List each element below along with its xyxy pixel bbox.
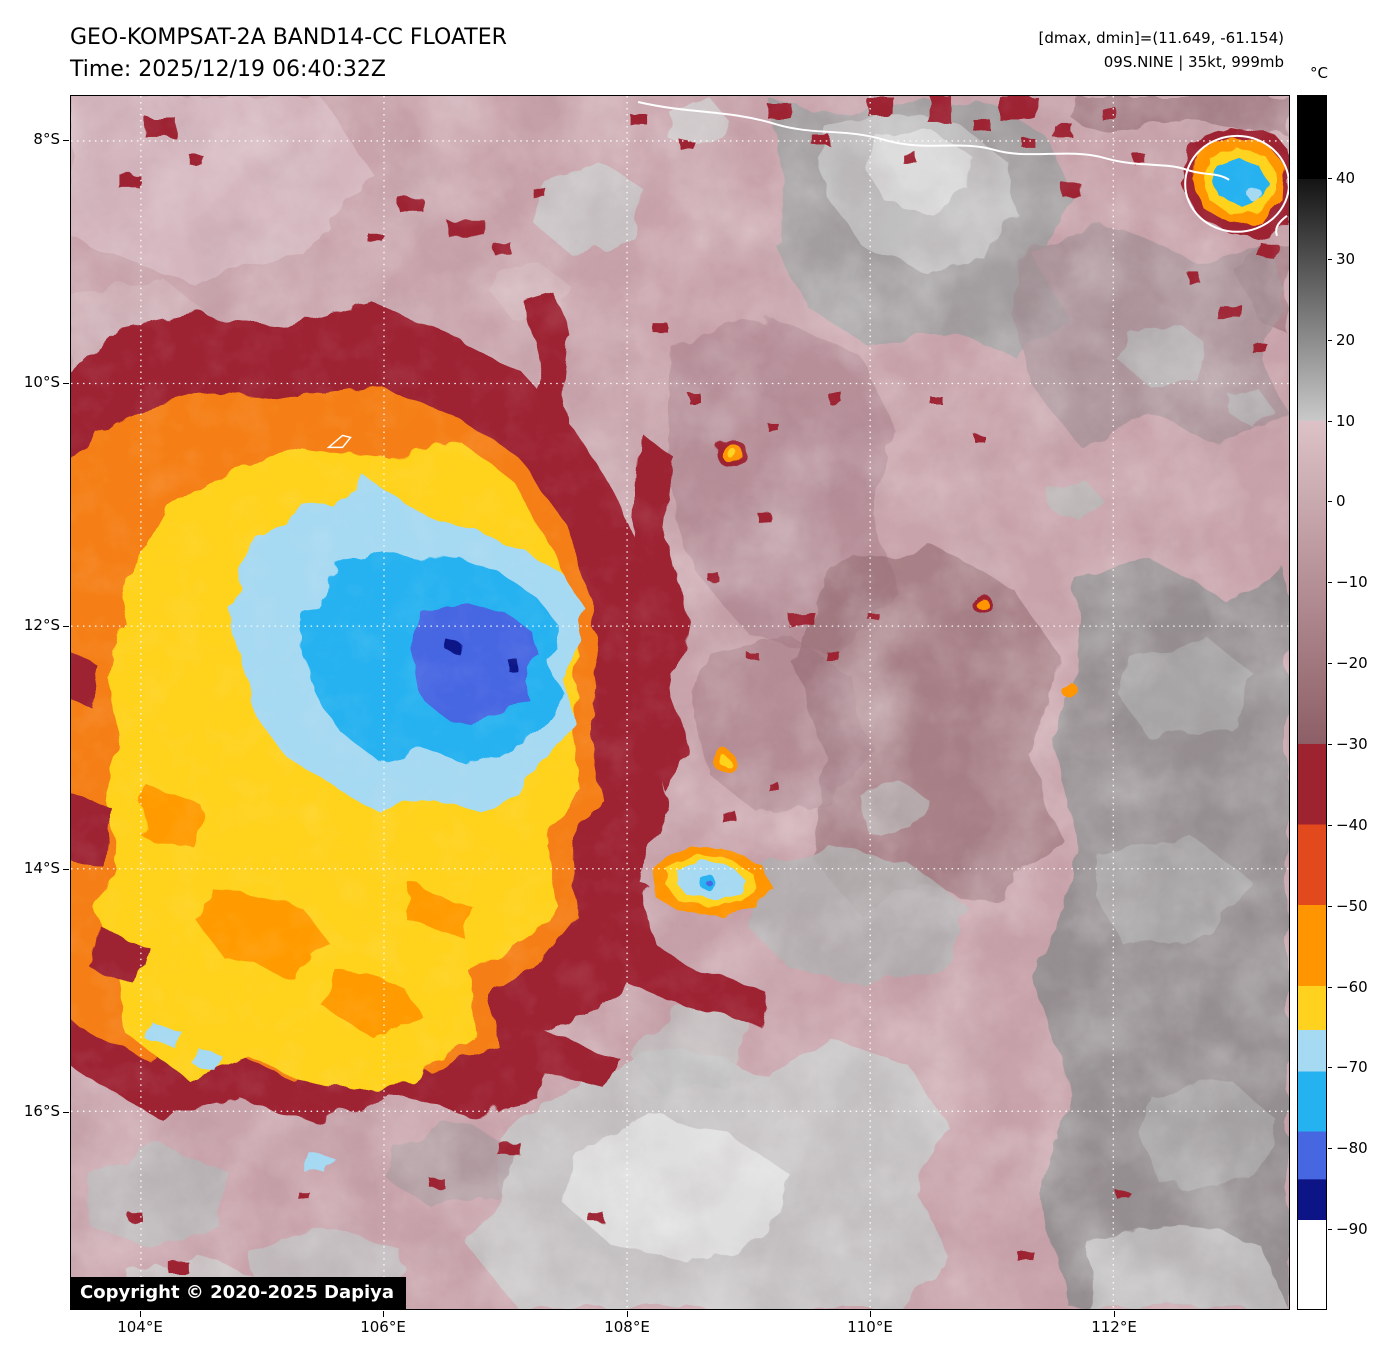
colorbar-tick-label: −50	[1336, 897, 1368, 915]
lat-tick-label: 16°S	[23, 1102, 60, 1120]
title-block: GEO-KOMPSAT-2A BAND14-CC FLOATER Time: 2…	[70, 22, 507, 86]
colorbar-tickmark	[1328, 340, 1332, 341]
y-tickmark	[63, 869, 69, 870]
graticule-grid	[71, 96, 1289, 1309]
colorbar-tickmark	[1328, 1229, 1332, 1230]
colorbar-tick-label: −40	[1336, 816, 1368, 834]
colorbar-tick-label: −20	[1336, 654, 1368, 672]
colorbar	[1297, 95, 1327, 1310]
colorbar-tickmark	[1328, 421, 1332, 422]
colorbar-tickmark	[1328, 987, 1332, 988]
colorbar-tick-label: −80	[1336, 1139, 1368, 1157]
x-tickmark	[383, 1311, 384, 1317]
colorbar-tickmark	[1328, 906, 1332, 907]
colorbar-tickmark	[1328, 1148, 1332, 1149]
storm-info: 09S.NINE | 35kt, 999mb	[1103, 53, 1284, 71]
colorbar-tickmark	[1328, 259, 1332, 260]
copyright-badge: Copyright © 2020-2025 Dapiya	[71, 1277, 407, 1309]
dmax-dmin-stat: [dmax, dmin]=(11.649, -61.154)	[1038, 29, 1284, 47]
colorbar-tickmark	[1328, 178, 1332, 179]
colorbar-tick-label: 10	[1336, 412, 1356, 430]
colorbar-tick-label: 40	[1336, 169, 1356, 187]
y-tickmark	[63, 140, 69, 141]
lat-tick-label: 14°S	[23, 859, 60, 877]
colorbar-tick-label: 30	[1336, 250, 1356, 268]
y-tickmark	[63, 626, 69, 627]
lon-tick-label: 104°E	[117, 1318, 163, 1336]
map-frame: Copyright © 2020-2025 Dapiya	[70, 95, 1290, 1310]
colorbar-tick-label: −30	[1336, 735, 1368, 753]
colorbar-unit-label: °C	[1310, 64, 1328, 82]
colorbar-tick-label: −90	[1336, 1220, 1368, 1238]
lat-tick-label: 12°S	[23, 616, 60, 634]
colorbar-tick-label: −10	[1336, 573, 1368, 591]
colorbar-tickmark	[1328, 1067, 1332, 1068]
satellite-map	[71, 96, 1289, 1309]
lat-tick-label: 10°S	[23, 373, 60, 391]
lon-tick-label: 108°E	[604, 1318, 650, 1336]
colorbar-tickmark	[1328, 744, 1332, 745]
lon-tick-label: 106°E	[360, 1318, 406, 1336]
lon-tick-label: 112°E	[1091, 1318, 1137, 1336]
colorbar-tick-label: −70	[1336, 1058, 1368, 1076]
timestamp: Time: 2025/12/19 06:40:32Z	[70, 57, 386, 82]
colorbar-tickmark	[1328, 663, 1332, 664]
storm-center-marker	[326, 434, 352, 449]
colorbar-tickmark	[1328, 825, 1332, 826]
annotation-block: [dmax, dmin]=(11.649, -61.154) 09S.NINE …	[1039, 26, 1284, 74]
overall-texture	[71, 96, 1289, 1309]
y-tickmark	[63, 1112, 69, 1113]
colorbar-tick-label: 0	[1336, 492, 1346, 510]
colorbar-tick-label: 20	[1336, 331, 1356, 349]
page-title: GEO-KOMPSAT-2A BAND14-CC FLOATER	[70, 25, 507, 50]
x-tickmark	[627, 1311, 628, 1317]
colorbar-gradient	[1298, 96, 1326, 1309]
lat-tick-label: 8°S	[33, 130, 60, 148]
x-tickmark	[1114, 1311, 1115, 1317]
coastline	[637, 101, 1289, 237]
x-tickmark	[870, 1311, 871, 1317]
colorbar-tickmark	[1328, 501, 1332, 502]
lon-tick-label: 110°E	[847, 1318, 893, 1336]
colorbar-tickmark	[1328, 582, 1332, 583]
x-tickmark	[140, 1311, 141, 1317]
y-tickmark	[63, 383, 69, 384]
colorbar-tick-label: −60	[1336, 978, 1368, 996]
